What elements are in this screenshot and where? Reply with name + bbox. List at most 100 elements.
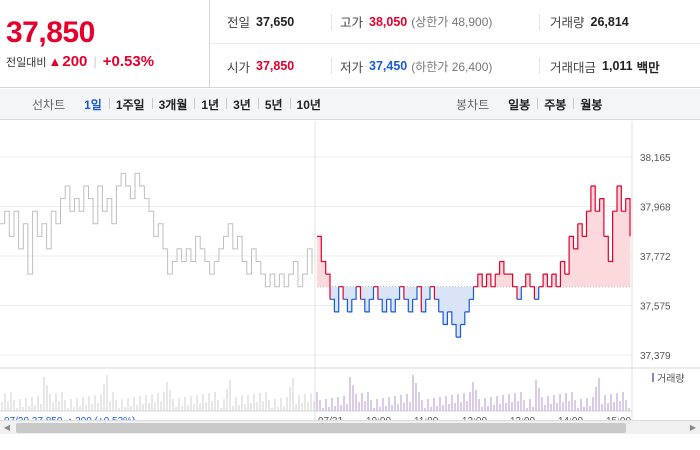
line-chart-tabs: 선차트 1일 1주일 3개월 1년 3년 5년 10년 (32, 89, 328, 120)
chart-scrollbar[interactable]: ◀ ▶ (0, 420, 700, 434)
area-segment (412, 286, 418, 300)
area-segment (451, 286, 457, 325)
tab-monthly-candle[interactable]: 월봉 (573, 96, 609, 113)
change-label: 전일대비 (6, 56, 47, 69)
price-summary: 37,850 전일대비 ▲ 200 | +0.53% 전일 37,650 고가 … (0, 0, 700, 88)
y-tick-label: 37,379 (640, 351, 671, 362)
price-segment (573, 223, 579, 250)
area-segment (534, 286, 540, 300)
intraday-chart: 38,165 37,968 37,772 37,575 37,379 거래량 07/30 3… (0, 121, 700, 421)
tab-1year[interactable]: 1년 (194, 96, 226, 113)
scroll-thumb[interactable] (16, 423, 626, 433)
price-segment (603, 235, 609, 262)
price-segment (351, 286, 357, 300)
area-segment (334, 286, 340, 312)
price-segment (577, 223, 583, 237)
tab-weekly-candle[interactable]: 주봉 (537, 96, 573, 113)
price-chart-svg: 38,165 37,968 37,772 37,575 37,379 거래량 07/30 3… (0, 121, 700, 421)
amount-unit: 백만 (636, 60, 660, 75)
price-segment (317, 235, 322, 262)
tab-10years[interactable]: 10년 (289, 96, 328, 113)
price-segment (490, 274, 496, 288)
price-segment (612, 186, 618, 212)
upper-limit: (상한가 48,900) (411, 15, 493, 29)
area-segment (586, 211, 592, 287)
price-segment (373, 286, 379, 300)
area-segment (360, 286, 366, 300)
area-segment (464, 286, 470, 312)
area-segment (543, 274, 548, 287)
tab-3months[interactable]: 3개월 (151, 96, 195, 113)
low-label: 저가 (340, 60, 364, 75)
candle-chart-tabs: 봉차트 일봉 주봉 월봉 (456, 89, 609, 120)
price-segment (473, 274, 479, 288)
area-segment (577, 223, 583, 287)
price-segment (495, 261, 501, 275)
price-segment (408, 299, 414, 313)
area-segment (443, 286, 448, 325)
scroll-right-icon[interactable]: ▶ (689, 423, 697, 432)
area-segment (469, 286, 474, 300)
area-segment (421, 286, 427, 312)
price-segment (434, 298, 440, 312)
price-segment (460, 311, 466, 326)
prev-close-value: 37,650 (256, 14, 295, 29)
area-segment (330, 286, 335, 300)
area-segment (343, 286, 348, 300)
area-segment (508, 274, 514, 287)
price-segment (586, 186, 592, 212)
area-segment (486, 274, 492, 287)
up-triangle-icon: ▲ (48, 54, 62, 69)
area-segment (369, 286, 375, 300)
price-segment (617, 185, 622, 212)
price-segment (417, 286, 422, 312)
area-segment (582, 236, 588, 287)
price-segment (369, 286, 375, 300)
info-row-2: 시가 37,850 저가 37,450 (하한가 26,400) 거래대금 1,… (211, 44, 700, 88)
price-segment (425, 286, 431, 300)
candle-chart-label: 봉차트 (456, 98, 490, 112)
price-segment (582, 211, 588, 237)
x-tick-label: 11:00 (414, 416, 439, 421)
current-price-box: 37,850 전일대비 ▲ 200 | +0.53% (0, 0, 210, 88)
area-segment (503, 274, 509, 287)
price-segment (430, 286, 435, 300)
volume-label: 거래량 (550, 16, 585, 30)
price-segment (321, 260, 327, 275)
current-price: 37,850 (6, 16, 95, 49)
y-tick-label: 37,772 (640, 252, 671, 263)
price-segment (390, 299, 396, 313)
area-segment (382, 286, 388, 312)
area-segment (321, 261, 327, 287)
price-segment (543, 273, 548, 287)
price-segment (451, 323, 457, 338)
area-segment (551, 274, 557, 287)
change-row: 전일대비 ▲ 200 | +0.53% (6, 53, 154, 70)
open-cell: 시가 37,850 (227, 44, 294, 88)
area-segment (603, 236, 609, 287)
line-chart-label: 선차트 (32, 98, 66, 112)
tab-daily-candle[interactable]: 일봉 (508, 98, 531, 112)
tab-5years[interactable]: 5년 (257, 96, 290, 113)
tab-3years[interactable]: 3년 (226, 96, 258, 113)
price-segment (551, 273, 557, 287)
scroll-left-icon[interactable]: ◀ (3, 423, 11, 432)
price-segment (447, 311, 453, 325)
x-tick-label: 14:00 (558, 416, 583, 421)
y-tick-label: 38,165 (640, 153, 671, 164)
chart-period-tabbar: 선차트 1일 1주일 3개월 1년 3년 5년 10년 봉차트 일봉 주봉 월봉 (0, 89, 700, 120)
tab-1day[interactable]: 1일 (84, 98, 102, 112)
price-segment (382, 299, 388, 313)
area-segment (564, 274, 570, 287)
amount-value: 1,011 (602, 59, 633, 73)
area-segment (525, 274, 531, 287)
change-value: 200 (62, 53, 88, 70)
info-row-1: 전일 37,650 고가 38,050 (상한가 48,900) 거래량 26,… (211, 0, 700, 44)
area-segment (460, 286, 466, 325)
area-segment (590, 185, 596, 287)
price-segment (569, 235, 575, 249)
tab-1week[interactable]: 1주일 (108, 96, 152, 113)
price-segment (477, 273, 483, 287)
price-segment (469, 286, 475, 300)
price-segment (412, 286, 418, 300)
